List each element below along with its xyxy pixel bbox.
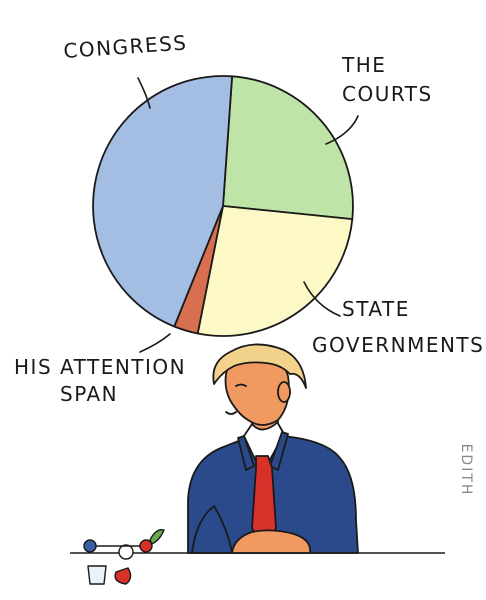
toy-stand-red <box>114 567 132 585</box>
state-leader-line <box>303 281 341 317</box>
eye <box>235 383 247 387</box>
label-state-line1: STATE <box>342 297 410 321</box>
mouth <box>225 411 237 415</box>
label-courts-line2: COURTS <box>342 82 433 106</box>
table-toys <box>83 529 165 585</box>
courts-leader-line <box>325 115 359 145</box>
man-figure <box>187 343 359 554</box>
toy-ball-white <box>118 544 134 560</box>
left-arm <box>191 505 233 554</box>
label-congress: CONGRESS <box>63 30 188 63</box>
water-glass <box>87 565 107 585</box>
left-lapel <box>237 435 255 471</box>
pie-chart <box>92 75 354 337</box>
ear <box>277 381 291 403</box>
hands <box>231 529 312 554</box>
label-state-line2: GOVERNMENTS <box>312 333 484 357</box>
toy-ball-red <box>139 539 153 553</box>
congress-leader-line <box>137 77 151 109</box>
pie-slice-state-governments <box>196 205 354 337</box>
toy-head-blue <box>83 539 97 553</box>
hair <box>212 343 307 389</box>
attention-leader-line <box>139 333 171 353</box>
head <box>224 349 290 426</box>
pie-slice-the-courts <box>222 75 354 220</box>
label-courts-line1: THE <box>341 53 386 77</box>
label-attention-line1: HIS ATTENTION <box>14 355 186 379</box>
label-attention-line2: SPAN <box>60 382 118 406</box>
radish-leaf <box>149 529 165 545</box>
artist-signature: EDITH <box>458 444 474 497</box>
pie-slice-congress <box>92 75 233 328</box>
